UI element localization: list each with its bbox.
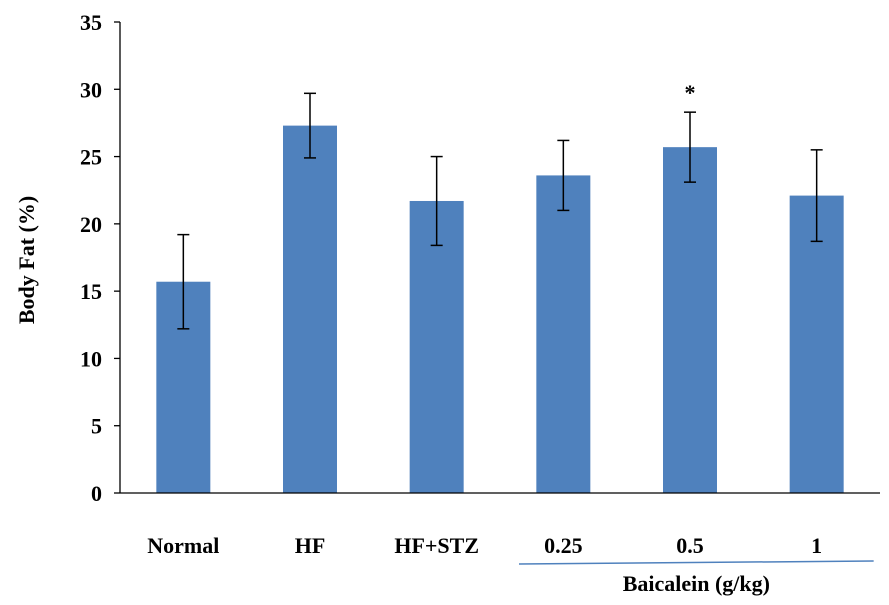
y-tick-label: 5 <box>91 414 102 439</box>
bar <box>409 200 464 494</box>
y-tick-label: 15 <box>80 279 102 304</box>
bar <box>536 175 591 493</box>
baicalein-group-label: Baicalein (g/kg) <box>623 571 770 596</box>
x-tick-label: HF <box>295 533 326 558</box>
x-tick-label: 1 <box>811 533 822 558</box>
baicalein-group-underline <box>518 560 874 565</box>
y-tick-label: 20 <box>80 212 102 237</box>
y-tick-label: 10 <box>80 346 102 371</box>
bars-group <box>156 125 844 494</box>
annotations-group: * <box>685 80 696 105</box>
y-tick-label: 30 <box>80 77 102 102</box>
x-axis-tick-labels: Normal HF HF+STZ 0.25 0.5 1 <box>147 533 822 558</box>
x-tick-label: 0.25 <box>544 533 583 558</box>
x-tick-label: Normal <box>147 533 219 558</box>
x-tick-label: HF+STZ <box>394 533 479 558</box>
bar <box>789 195 844 493</box>
x-tick-label: 0.5 <box>676 533 704 558</box>
bar <box>663 147 717 493</box>
y-axis-title: Body Fat (%) <box>14 196 39 324</box>
significance-marker: * <box>685 80 696 105</box>
error-bars-group <box>177 92 823 330</box>
y-axis-ticks: 0 5 10 15 20 25 30 35 <box>80 10 120 506</box>
y-tick-label: 25 <box>80 145 102 170</box>
y-tick-label: 35 <box>80 10 102 35</box>
y-tick-label: 0 <box>91 481 102 506</box>
bar <box>283 125 337 494</box>
